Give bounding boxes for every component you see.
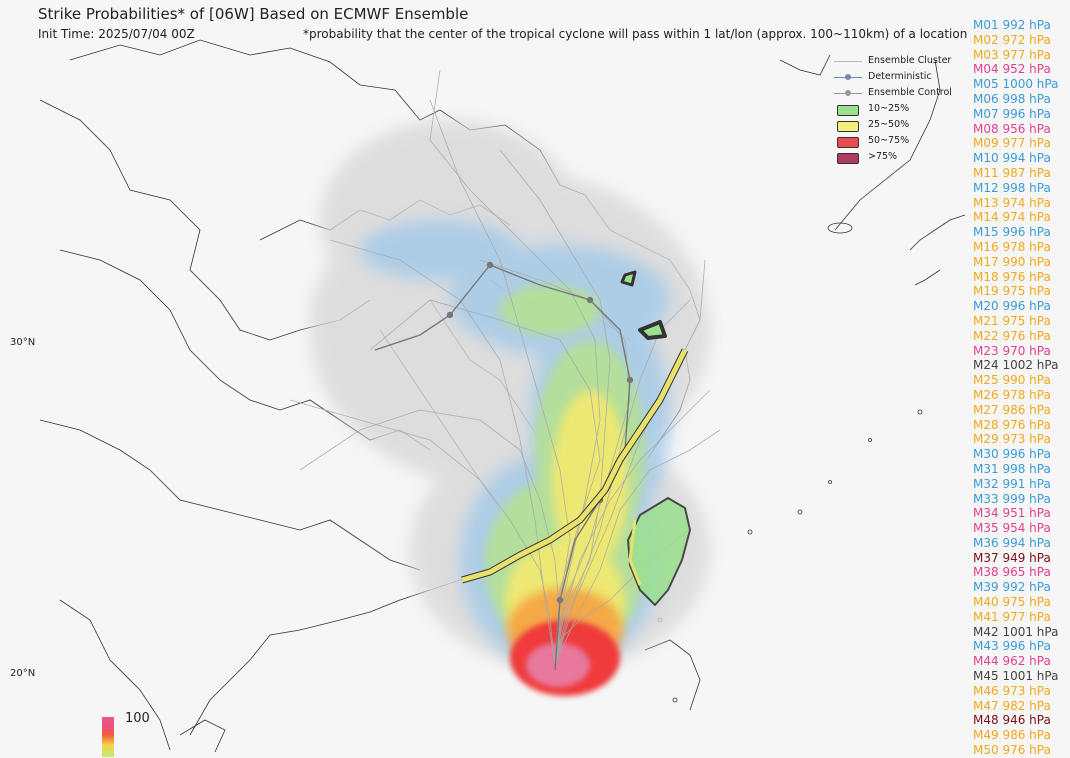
ensemble-member-label: M49 986 hPa xyxy=(973,728,1051,743)
ensemble-member-label: M03 977 hPa xyxy=(973,47,1051,62)
ensemble-member-label: M34 951 hPa xyxy=(973,506,1051,521)
colorbar-max-label: 100 xyxy=(125,711,150,726)
ensemble-member-label: M25 990 hPa xyxy=(973,373,1051,388)
ensemble-member-label: M22 976 hPa xyxy=(973,328,1051,343)
coastal-strike-band xyxy=(461,270,691,606)
ensemble-member-label: M04 952 hPa xyxy=(973,62,1051,77)
ensemble-member-label: M15 996 hPa xyxy=(973,225,1051,240)
ensemble-member-label: M46 973 hPa xyxy=(973,683,1051,698)
ensemble-member-label: M39 992 hPa xyxy=(973,580,1051,595)
ensemble-member-label: M30 996 hPa xyxy=(973,447,1051,462)
ensemble-member-label: M23 970 hPa xyxy=(973,343,1051,358)
footnote: *probability that the center of the trop… xyxy=(303,27,968,41)
ensemble-member-label: M27 986 hPa xyxy=(973,402,1051,417)
ensemble-member-label: M05 1000 hPa xyxy=(973,77,1059,92)
deterministic-track xyxy=(374,261,634,671)
ensemble-member-label: M44 962 hPa xyxy=(973,654,1051,669)
ensemble-member-label: M06 998 hPa xyxy=(973,91,1051,106)
ensemble-member-label: M38 965 hPa xyxy=(973,565,1051,580)
ensemble-member-label: M21 975 hPa xyxy=(973,313,1051,328)
ensemble-member-label: M48 946 hPa xyxy=(973,713,1051,728)
ensemble-member-label: M33 999 hPa xyxy=(973,491,1051,506)
ensemble-member-label: M24 1002 hPa xyxy=(973,358,1059,373)
ensemble-member-label: M02 972 hPa xyxy=(973,32,1051,47)
ensemble-member-label: M18 976 hPa xyxy=(973,269,1051,284)
ensemble-member-label: M13 974 hPa xyxy=(973,195,1051,210)
ensemble-member-label: M32 991 hPa xyxy=(973,476,1051,491)
ensemble-member-label: M17 990 hPa xyxy=(973,254,1051,269)
ensemble-member-label: M36 994 hPa xyxy=(973,535,1051,550)
ensemble-member-label: M47 982 hPa xyxy=(973,698,1051,713)
ensemble-member-label: M42 1001 hPa xyxy=(973,624,1059,639)
init-time: Init Time: 2025/07/04 00Z xyxy=(38,27,195,41)
chart-title: Strike Probabilities* of [06W] Based on … xyxy=(38,5,469,23)
ensemble-member-label: M28 976 hPa xyxy=(973,417,1051,432)
ensemble-member-label: M11 987 hPa xyxy=(973,165,1051,180)
ensemble-member-label: M35 954 hPa xyxy=(973,521,1051,536)
ensemble-member-label: M29 973 hPa xyxy=(973,432,1051,447)
ensemble-member-label: M08 956 hPa xyxy=(973,121,1051,136)
ensemble-member-label: M31 998 hPa xyxy=(973,461,1051,476)
ensemble-member-label: M26 978 hPa xyxy=(973,387,1051,402)
ensemble-member-list: M01 992 hPa M02 972 hPa M03 977 hPa M04 952… xyxy=(973,18,1070,758)
ensemble-member-label: M01 992 hPa xyxy=(973,18,1051,32)
ensemble-cluster-tracks xyxy=(289,69,721,666)
probability-colorbar xyxy=(102,717,114,757)
ensemble-member-label: M14 974 hPa xyxy=(973,210,1051,225)
ensemble-member-label: M37 949 hPa xyxy=(973,550,1051,565)
ensemble-member-label: M41 977 hPa xyxy=(973,609,1051,624)
latitude-label-30: 30°N xyxy=(10,337,36,348)
ensemble-member-label: M43 996 hPa xyxy=(973,639,1051,654)
ensemble-member-label: M10 994 hPa xyxy=(973,151,1051,166)
ensemble-member-label: M20 996 hPa xyxy=(973,299,1051,314)
ensemble-member-label: M45 1001 hPa xyxy=(973,669,1059,684)
latitude-label-20: 20°N xyxy=(10,668,36,679)
ensemble-member-label: M19 975 hPa xyxy=(973,284,1051,299)
ensemble-member-label: M16 978 hPa xyxy=(973,239,1051,254)
probability-zone-pink xyxy=(526,643,590,687)
ensemble-member-label: M07 996 hPa xyxy=(973,106,1051,121)
ensemble-member-label: M09 977 hPa xyxy=(973,136,1051,151)
ensemble-member-label: M50 976 hPa xyxy=(973,743,1051,758)
ensemble-member-label: M12 998 hPa xyxy=(973,180,1051,195)
ensemble-member-label: M40 975 hPa xyxy=(973,595,1051,610)
